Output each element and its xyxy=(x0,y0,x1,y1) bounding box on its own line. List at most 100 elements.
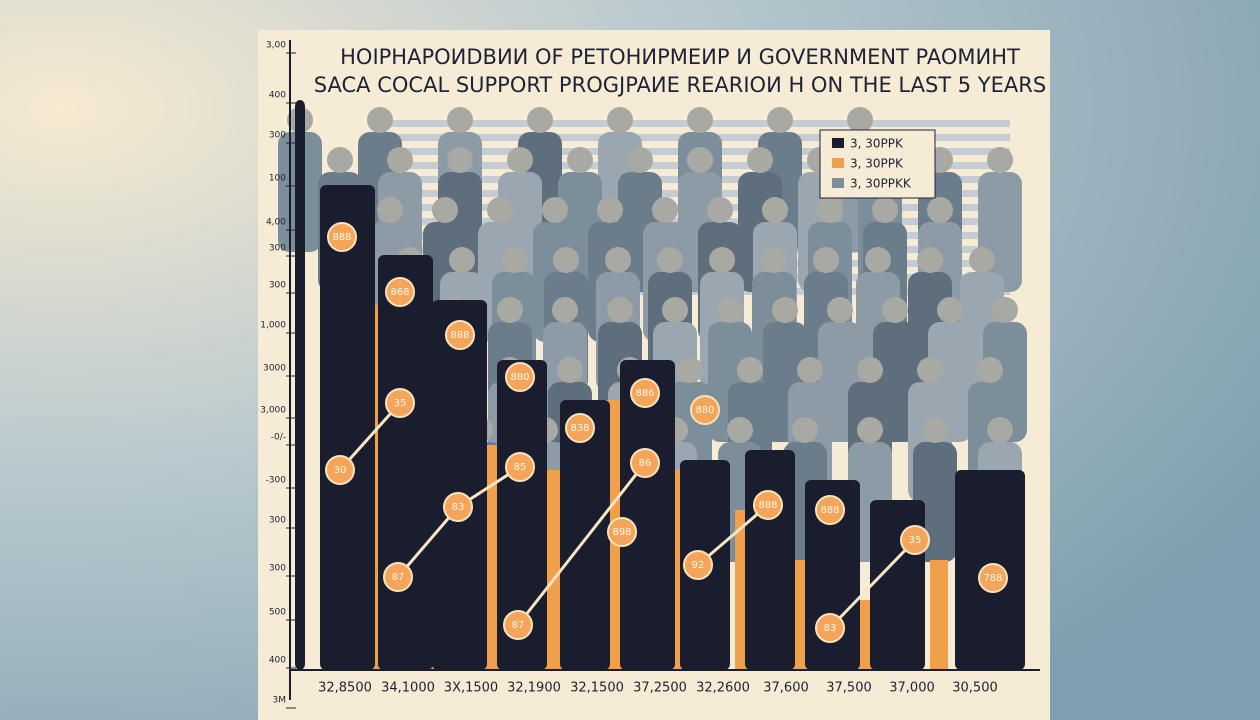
bar-dark xyxy=(320,185,375,670)
y-axis-label: 300 xyxy=(269,131,286,141)
figure-head xyxy=(657,247,683,273)
figure-head xyxy=(817,197,843,223)
x-axis-label: 34,1000 xyxy=(381,681,435,696)
bubble xyxy=(383,562,413,592)
bubble xyxy=(978,563,1008,593)
bar-dark xyxy=(432,300,487,670)
bubble xyxy=(565,413,595,443)
bar-orange xyxy=(545,470,563,670)
y-axis-label: 300 xyxy=(269,516,286,526)
figure-head xyxy=(627,147,653,173)
figure-head xyxy=(449,247,475,273)
x-axis-label: 37,2500 xyxy=(633,681,687,696)
bubble-label: 86 xyxy=(639,458,652,469)
x-axis-label: 32,1500 xyxy=(570,681,624,696)
bubble-label: 35 xyxy=(909,535,922,546)
figure-head xyxy=(567,147,593,173)
bubble-label: 83 xyxy=(824,623,837,634)
bubble-label: 838 xyxy=(570,423,589,434)
figure-head xyxy=(847,107,873,133)
figure-head xyxy=(687,147,713,173)
title-line: HOIPHAPOИDBИИ OF PETOHИPMEИP И GOVERNMEN… xyxy=(340,45,1020,69)
figure-head xyxy=(992,297,1018,323)
figure-head xyxy=(542,197,568,223)
figure-head xyxy=(882,297,908,323)
bubble xyxy=(815,613,845,643)
figure-head xyxy=(447,107,473,133)
bubble-label: 92 xyxy=(692,560,705,571)
bar-dark xyxy=(378,255,433,670)
x-axis-label: 30,500 xyxy=(952,681,998,696)
connector xyxy=(697,503,769,567)
bubble-label: 83 xyxy=(452,502,465,513)
bubble-label: 888 xyxy=(450,330,469,341)
bubble xyxy=(505,362,535,392)
connector xyxy=(516,462,647,626)
connector xyxy=(828,538,917,630)
x-axis-label: 32,8500 xyxy=(318,681,372,696)
bubble-label: 30 xyxy=(334,465,347,476)
bubble xyxy=(385,388,415,418)
figure-head xyxy=(687,107,713,133)
legend: 3, 30PPK 3, 30PPK 3, 30PPKK xyxy=(819,129,936,199)
figure-head xyxy=(552,297,578,323)
x-axis-label: 37,000 xyxy=(889,681,935,696)
bubble xyxy=(630,378,660,408)
bubble-label: 880 xyxy=(510,372,529,383)
x-axis-label: 37,500 xyxy=(826,681,872,696)
connector xyxy=(396,506,460,578)
bubble xyxy=(385,277,415,307)
legend-swatch xyxy=(832,178,844,188)
y-axis-label: 3,00 xyxy=(266,41,286,51)
y-axis-label: 400 xyxy=(269,656,286,666)
bubble xyxy=(327,222,357,252)
bubble xyxy=(505,452,535,482)
figure-head xyxy=(872,197,898,223)
bubble xyxy=(607,517,637,547)
bubble-label: 87 xyxy=(392,572,405,583)
x-axis-label: 37,600 xyxy=(763,681,809,696)
bar-dark xyxy=(295,100,305,670)
figure-head xyxy=(747,147,773,173)
bubble-label: 888 xyxy=(758,500,777,511)
figure-head xyxy=(327,147,353,173)
figure-head xyxy=(709,247,735,273)
figure-head xyxy=(607,107,633,133)
figure-head xyxy=(597,197,623,223)
bubble xyxy=(753,490,783,520)
bubble xyxy=(690,395,720,425)
figure-head xyxy=(857,357,883,383)
figure-head xyxy=(987,417,1013,443)
bubble xyxy=(445,320,475,350)
y-axis-label: -300 xyxy=(266,476,287,486)
bubble xyxy=(683,550,713,580)
figure-head xyxy=(797,357,823,383)
figure-head xyxy=(557,357,583,383)
figure-head xyxy=(917,357,943,383)
y-axis-label: 300 xyxy=(269,564,286,574)
bubble xyxy=(900,525,930,555)
figure-head xyxy=(607,297,633,323)
figure-head xyxy=(497,297,523,323)
bubble xyxy=(815,495,845,525)
figure-head xyxy=(727,417,753,443)
figure-head xyxy=(767,107,793,133)
figure-head xyxy=(677,357,703,383)
figure-head xyxy=(662,297,688,323)
figure-head xyxy=(987,147,1013,173)
bubble-label: 880 xyxy=(695,405,714,416)
figure-head xyxy=(737,357,763,383)
figure-head xyxy=(827,297,853,323)
y-axis-label: 300 xyxy=(269,281,286,291)
figure-head xyxy=(857,417,883,443)
y-axis-label: 400 xyxy=(269,91,286,101)
legend-swatch xyxy=(832,138,844,148)
figure-head xyxy=(792,417,818,443)
y-axis-label: 3000 xyxy=(263,364,286,374)
y-axis-label: 4,00 xyxy=(266,218,286,228)
figure-head xyxy=(553,247,579,273)
bubble-label: 85 xyxy=(514,462,527,473)
figure-head xyxy=(761,247,787,273)
bar-orange xyxy=(930,560,948,670)
